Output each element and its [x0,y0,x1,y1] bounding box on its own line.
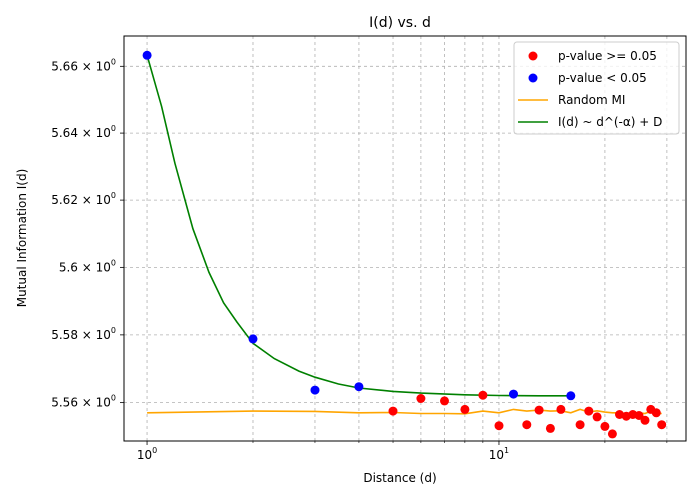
significant-point [509,389,518,399]
non-significant-point [657,420,667,430]
non-significant-point [634,411,644,420]
legend-label: p-value < 0.05 [558,71,647,85]
legend-marker [528,51,538,61]
legend-label: I(d) ~ d^(-α) + D [558,115,662,129]
x-tick-label-base: 10 [137,448,152,462]
x-axis-ticks: 100 101 [137,441,668,462]
non-significant-point [651,408,661,418]
y-axis-label: Mutual Information I(d) [15,169,29,308]
legend-label: p-value >= 0.05 [558,49,657,63]
chart-title: I(d) vs. d [369,15,431,31]
non-significant-point [575,420,585,430]
y-tick-label: 5.64 × 100 [51,124,116,140]
non-significant-point [615,410,624,419]
non-significant-point [545,423,555,433]
x-tick-label-exponent: 1 [504,446,509,455]
non-significant-point [388,406,398,416]
non-significant-point [592,412,602,422]
significant-point [142,50,152,60]
x-tick-label: 101 [489,446,509,462]
x-tick-label-base: 10 [489,448,504,462]
y-tick-label-exponent: 0 [111,258,116,267]
x-tick-label-exponent: 0 [152,446,157,455]
non-significant-point [440,396,449,406]
y-tick-label-exponent: 0 [111,124,116,133]
x-axis-label: Distance (d) [363,471,436,485]
legend-label: Random MI [558,93,625,107]
significant-point [354,382,364,392]
fit-curve-line [146,55,571,397]
y-tick-label-base: 5.64 × 10 [51,126,111,140]
y-tick-label-base: 5.66 × 10 [51,59,111,73]
non-significant-point [534,405,544,415]
data-series [142,50,667,439]
non-significant-point [478,390,488,400]
non-significant-point [460,404,470,414]
y-tick-label-base: 5.62 × 10 [51,193,111,207]
y-tick-label: 5.56 × 100 [51,394,116,410]
y-tick-label-base: 5.56 × 10 [51,396,111,410]
x-tick-label: 100 [137,446,157,462]
significant-point [310,385,320,395]
non-significant-point [640,415,650,425]
y-tick-label-base: 5.58 × 10 [51,328,111,342]
non-significant-point [584,406,594,416]
significant-point [566,391,576,401]
y-tick-label: 5.58 × 100 [51,326,116,342]
y-tick-label-exponent: 0 [111,191,116,200]
plot-frame [123,35,687,442]
y-tick-label-exponent: 0 [111,394,116,403]
y-tick-label: 5.66 × 100 [51,57,116,73]
significant-point [248,334,258,344]
legend-marker [528,73,538,83]
y-tick-label-base: 5.6 × 10 [59,260,111,274]
y-tick-label: 5.62 × 100 [51,191,116,207]
non-significant-point [600,421,610,431]
non-significant-point [494,421,504,431]
legend-box [513,41,680,135]
y-tick-label-exponent: 0 [111,57,116,66]
y-tick-label-exponent: 0 [111,326,116,335]
non-significant-point [556,404,566,414]
non-significant-point [607,429,617,439]
y-tick-label: 5.6 × 100 [59,258,116,274]
non-significant-point [416,394,426,403]
non-significant-point [522,420,532,430]
legend: p-value >= 0.05 p-value < 0.05 Random MI I(… [513,41,680,135]
legend-entries: p-value >= 0.05 p-value < 0.05 Random MI I(… [518,49,662,129]
